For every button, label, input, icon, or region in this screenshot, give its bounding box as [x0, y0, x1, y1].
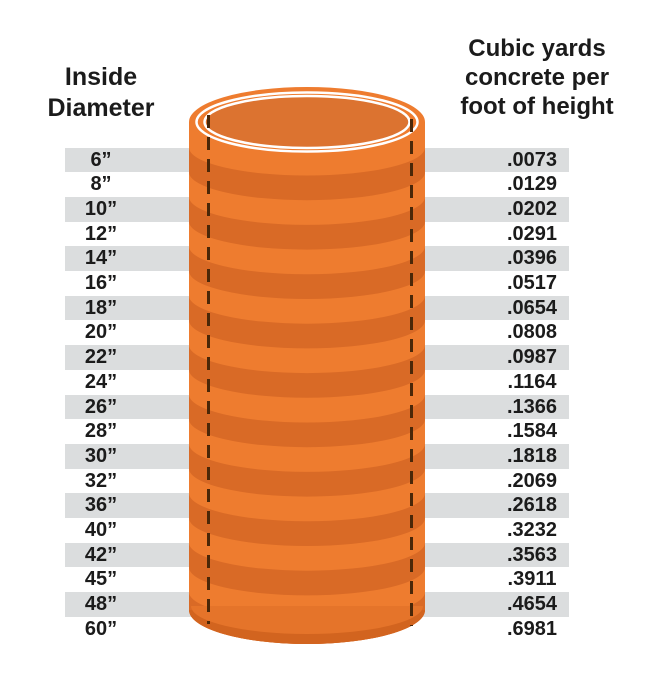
diameter-cell: 14”	[84, 247, 118, 270]
table-row: 48” .4654	[65, 592, 569, 617]
table-row: 30” .1818	[65, 443, 569, 469]
diameter-cell: 12”	[84, 222, 118, 245]
table-row: 18” .0654	[65, 295, 569, 321]
value-cell: .0129	[506, 173, 558, 196]
value-cell: .0202	[506, 197, 558, 220]
value-cell: .6981	[506, 617, 558, 640]
table-row: 28” .1584	[65, 419, 569, 444]
diameter-cell: 10”	[84, 197, 118, 220]
table-row: 14” .0396	[65, 246, 569, 271]
table-row: 8” .0129	[65, 172, 569, 197]
table-row: 45” .3911	[65, 567, 569, 592]
value-cell: .4654	[506, 593, 558, 616]
value-cell: .1584	[506, 420, 558, 443]
value-cell: .0517	[506, 272, 558, 294]
value-cell: .1366	[506, 395, 558, 418]
column-header-inside-diameter: Inside Diameter	[47, 63, 155, 122]
value-cell: .2069	[506, 469, 558, 492]
table-row: 12” .0291	[65, 222, 569, 247]
diameter-cell: 28”	[84, 420, 118, 443]
diameter-cell: 26”	[84, 395, 118, 418]
diameter-cell: 6”	[90, 148, 112, 171]
table-row: 42” .3563	[65, 542, 569, 568]
diameter-cell: 22”	[84, 346, 118, 369]
diameter-cell: 24”	[84, 370, 118, 393]
table-row: 16” .0517	[65, 271, 569, 296]
value-cell: .1164	[507, 370, 557, 393]
value-cell: .3911	[507, 568, 557, 591]
table-row: 60” .6981	[65, 617, 569, 642]
column-header-cubic-yards: Cubic yards concrete per foot of height	[460, 35, 614, 120]
diameter-cell: 60”	[84, 617, 118, 640]
table-row: 10” .0202	[65, 196, 569, 222]
diameter-cell: 16”	[84, 272, 118, 294]
value-cell: .0808	[506, 321, 558, 344]
value-cell: .0291	[506, 222, 558, 245]
diameter-cell: 8”	[90, 173, 112, 196]
value-cell: .0396	[506, 247, 558, 270]
diameter-cell: 36”	[84, 494, 118, 517]
diameter-cell: 48”	[84, 593, 118, 616]
diameter-cell: 40”	[84, 519, 118, 541]
table-row: 6” .0073	[65, 147, 569, 173]
table-row: 40” .3232	[65, 518, 569, 543]
diameter-cell: 42”	[84, 543, 118, 566]
table-row: 24” .1164	[65, 370, 569, 395]
value-cell: .3563	[506, 543, 558, 566]
value-cell: .0073	[506, 148, 558, 171]
value-cell: .0654	[506, 296, 558, 319]
value-cell: .1818	[506, 444, 558, 467]
table-row: 20” .0808	[65, 320, 569, 345]
diameter-cell: 30”	[84, 444, 118, 467]
value-cell: .0987	[506, 346, 558, 369]
diameter-cell: 20”	[84, 321, 118, 344]
table-row: 32” .2069	[65, 469, 569, 494]
diameter-cell: 32”	[84, 469, 118, 492]
diameter-cell: 45”	[84, 568, 118, 591]
table-row: 26” .1366	[65, 394, 569, 420]
value-cell: .3232	[506, 519, 558, 541]
diameter-cell: 18”	[84, 296, 118, 319]
table-row: 36” .2618	[65, 493, 569, 518]
table-row: 22” .0987	[65, 345, 569, 370]
value-cell: .2618	[506, 494, 558, 517]
